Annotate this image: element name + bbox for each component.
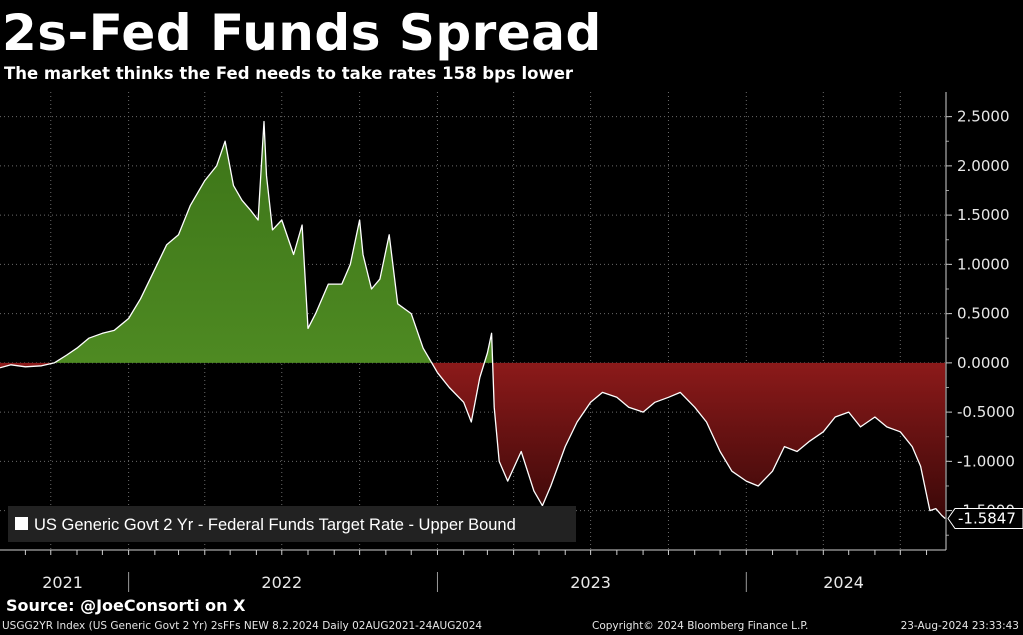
area-fill [0,121,946,519]
source-note: Source: @JoeConsorti on X [6,596,246,615]
x-tick-label: 2021 [42,573,83,592]
y-tick-label: 0.0000 [957,354,1010,372]
x-tick-label: 2024 [823,573,864,592]
y-tick-label: 0.5000 [957,305,1010,323]
y-tick-label: 1.0000 [957,255,1010,273]
y-tick-label: -1.0000 [957,452,1015,470]
legend-swatch [15,517,28,530]
y-axis: 2.5000 2.0000 1.5000 1.0000 0.5000 0.0000 -0.5… [945,92,1023,550]
chart: 2.5000 2.0000 1.5000 1.0000 0.5000 0.0000 -0.5… [0,92,1023,592]
footer-copyright: Copyright© 2024 Bloomberg Finance L.P. [592,620,809,632]
area-negative [0,362,946,519]
y-tick-label: 1.5000 [957,206,1010,224]
chart-title: 2s-Fed Funds Spread [2,4,602,62]
y-tick-label: -0.5000 [957,403,1015,421]
legend-label: US Generic Govt 2 Yr - Federal Funds Tar… [34,516,516,534]
footer-timestamp: 23-Aug-2024 23:33:43 [900,620,1019,632]
last-value-badge [947,507,1023,529]
last-value-label: -1.5847 [958,509,1016,527]
legend: US Generic Govt 2 Yr - Federal Funds Tar… [8,506,576,542]
legend-box [8,506,576,542]
y-tick-label: 2.0000 [957,157,1010,175]
chart-subtitle: The market thinks the Fed needs to take … [4,64,574,83]
series-line-path [0,120,946,519]
area-positive [0,121,946,363]
footer-index-info: USGG2YR Index (US Generic Govt 2 Yr) 2sF… [2,620,483,632]
x-tick-label: 2023 [570,573,611,592]
y-tick-label: 2.5000 [957,108,1010,126]
x-axis: 2021 2022 2023 2024 [0,549,946,592]
x-tick-label: 2022 [261,573,302,592]
series-line [0,120,946,519]
